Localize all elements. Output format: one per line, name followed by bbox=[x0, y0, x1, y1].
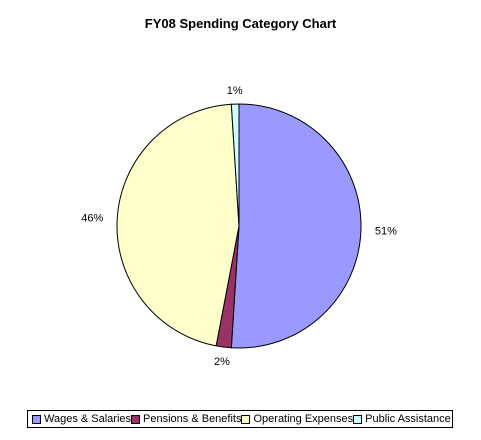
legend-label-operating: Operating Expenses bbox=[253, 413, 354, 425]
legend-swatch-public bbox=[353, 414, 363, 424]
slice-public bbox=[230, 103, 240, 227]
legend-swatch-wages bbox=[32, 414, 41, 424]
slice-wages bbox=[230, 103, 362, 349]
legend: Wages & Salaries Pensions & Benefits Ope… bbox=[27, 410, 453, 428]
label-wages-pct: 51% bbox=[375, 225, 397, 237]
slice-operating bbox=[116, 103, 240, 347]
legend-label-public: Public Assistance bbox=[365, 413, 451, 425]
legend-item-wages: Wages & Salaries bbox=[32, 413, 131, 425]
legend-item-operating: Operating Expenses bbox=[241, 413, 353, 425]
legend-label-wages: Wages & Salaries bbox=[44, 413, 132, 425]
legend-item-pensions: Pensions & Benefits bbox=[131, 413, 241, 425]
label-public-pct: 1% bbox=[227, 85, 243, 97]
legend-swatch-pensions bbox=[131, 414, 141, 424]
legend-swatch-operating bbox=[241, 414, 251, 424]
label-operating-pct: 46% bbox=[81, 212, 103, 224]
label-pensions-pct: 2% bbox=[214, 356, 230, 368]
chart-title: FY08 Spending Category Chart bbox=[144, 16, 337, 31]
legend-item-public: Public Assistance bbox=[353, 413, 451, 425]
legend-label-pensions: Pensions & Benefits bbox=[143, 413, 242, 425]
